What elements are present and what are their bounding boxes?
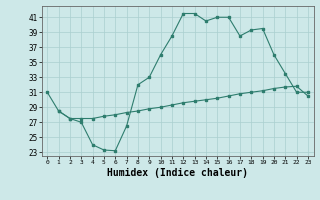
X-axis label: Humidex (Indice chaleur): Humidex (Indice chaleur) [107, 168, 248, 178]
